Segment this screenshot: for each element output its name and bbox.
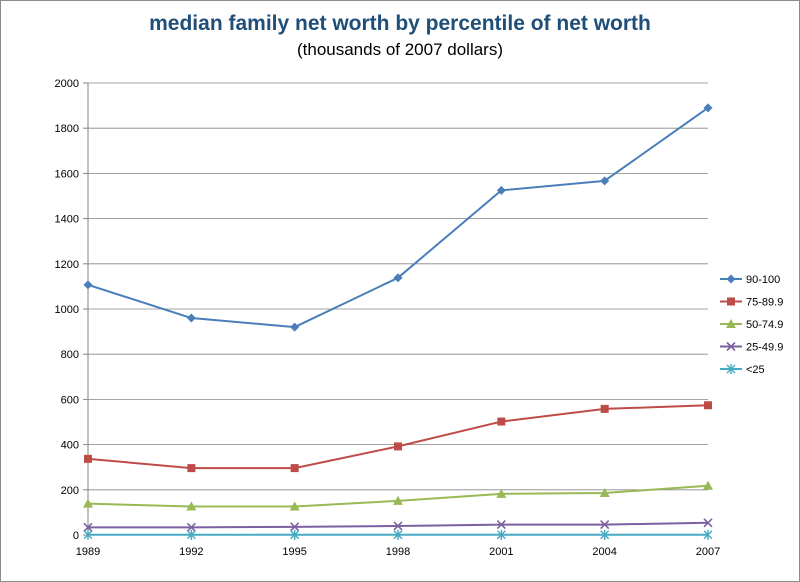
x-tick-label: 1992 [179,546,203,558]
data-point [704,401,712,410]
legend-label: 25-49.9 [746,342,783,354]
data-point [703,518,713,528]
legend-entry: 50-74.9 [720,319,783,331]
y-tick-label: 2000 [55,78,79,90]
data-point [83,498,93,508]
legend-label: <25 [746,364,765,376]
data-point [393,521,403,531]
legend-marker [726,274,736,284]
y-tick-label: 1600 [55,168,79,180]
chart-subtitle: (thousands of 2007 dollars) [296,40,504,59]
axes: 0 200 400 600 800 1000 1200 1400 1600 1800 2000 198… [55,78,721,558]
data-point [600,176,610,186]
data-point [600,404,609,413]
legend-marker [726,341,736,352]
data-point [290,522,300,532]
legend: 90-100 75-89.9 50-74.9 25-49.9 <25 [720,274,783,376]
x-tick-label: 1989 [76,546,100,558]
data-point [393,495,403,505]
chart-title: median family net worth by percentile of… [149,12,651,35]
data-point [703,480,713,490]
data-point [703,103,713,113]
legend-marker [726,319,736,328]
legend-entry: 25-49.9 [720,342,783,354]
y-tick-label: 1800 [55,123,79,135]
data-point [289,501,300,511]
y-tick-label: 1400 [55,214,79,226]
y-tick-label: 200 [61,485,79,497]
data-point [599,487,610,497]
data-point [600,529,610,540]
y-tick-label: 1000 [55,304,79,316]
data-point [186,529,196,540]
data-point [290,464,299,473]
series-4 [83,529,713,540]
data-point [703,529,713,540]
data-point [186,522,196,532]
data-point [83,529,93,540]
legend-marker [727,297,735,306]
data-point [187,464,196,473]
data-point [496,520,506,530]
data-point [393,273,403,283]
series-0 [83,103,713,332]
legend-entry: <25 [720,364,765,376]
legend-entry: 90-100 [720,274,780,286]
legend-label: 75-89.9 [746,297,783,309]
y-tick-label: 600 [61,394,79,406]
legend-marker [726,364,736,374]
y-tick-label: 800 [61,349,79,361]
series-line [87,107,709,329]
data-point [290,529,300,540]
data-point [186,501,197,511]
data-point [496,529,506,540]
data-point [290,322,300,332]
x-tick-label: 1995 [282,546,306,558]
series-lines [83,103,713,540]
y-tick-label: 1200 [55,259,79,271]
series-2 [83,480,713,511]
data-point [497,417,506,426]
data-point [394,442,402,451]
legend-entry: 75-89.9 [720,297,783,309]
data-point [186,313,196,323]
y-tick-label: 400 [61,440,79,452]
y-tick-label: 0 [73,530,79,542]
data-point [84,454,92,463]
x-tick-label: 2001 [489,546,513,558]
data-point [600,520,610,530]
data-point [393,529,403,540]
series-3 [83,518,713,532]
x-tick-label: 1998 [386,546,410,558]
data-point [496,488,507,498]
data-point [83,522,93,532]
x-tick-label: 2004 [592,546,616,558]
series-1 [84,401,712,473]
data-point [83,280,93,290]
x-tick-label: 2007 [696,546,720,558]
legend-label: 90-100 [746,274,780,286]
series-line [87,404,709,470]
data-point [496,185,506,195]
legend-label: 50-74.9 [746,319,783,331]
